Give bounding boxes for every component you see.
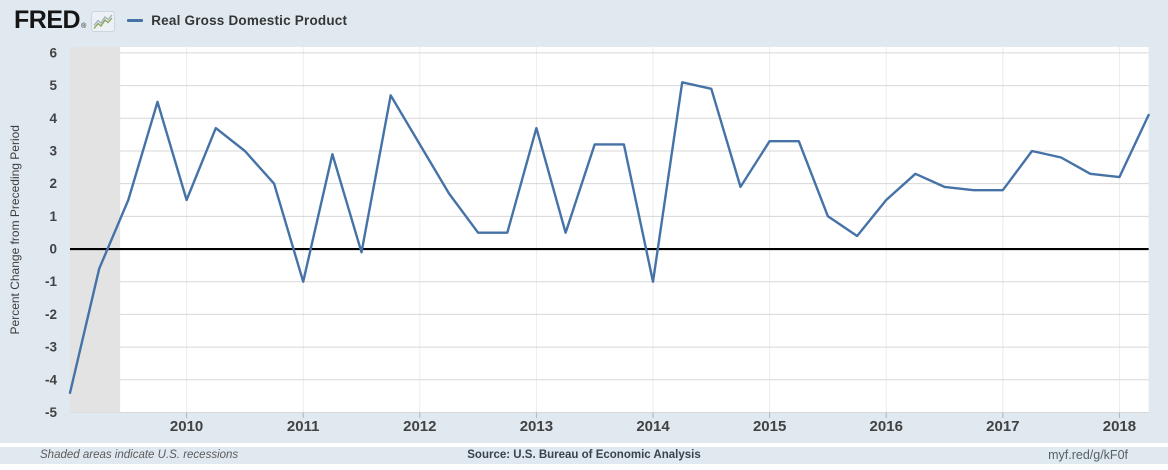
y-tick-label: -3	[45, 340, 57, 355]
y-tick-label: -2	[45, 307, 57, 322]
x-tick-label: 2011	[287, 418, 320, 435]
y-tick-label: -4	[45, 372, 57, 387]
x-tick-label: 2012	[403, 418, 436, 435]
y-tick-label: 1	[49, 209, 57, 224]
y-tick-label: -5	[45, 405, 57, 420]
x-tick-label: 2018	[1103, 418, 1136, 435]
plot-area[interactable]	[70, 47, 1149, 413]
x-tick-label: 2017	[986, 418, 1019, 435]
recession-band	[70, 47, 121, 413]
bottom-strip	[0, 464, 1168, 470]
y-tick-label: 3	[49, 143, 57, 158]
y-tick-label: -1	[45, 274, 57, 289]
fred-logo-text: FRED	[14, 6, 81, 34]
y-tick-label: 2	[49, 176, 57, 191]
fred-sparkline-icon	[91, 11, 116, 32]
x-tick-label: 2016	[870, 418, 903, 435]
source-attribution: Source: U.S. Bureau of Economic Analysis	[467, 449, 701, 461]
fred-logo[interactable]: FRED ®	[14, 6, 116, 34]
y-tick-label: 4	[49, 111, 57, 126]
x-tick-label: 2014	[636, 418, 670, 435]
gdp-line-chart[interactable]: 6 5 4 3 2 1 0 -1 -2 -3 -4 -5 2010 2011 2012 2013 2014 201…	[0, 0, 1168, 443]
y-tick-label: 6	[49, 45, 57, 60]
x-tick-label: 2010	[170, 418, 203, 435]
chart-footer: Shaded areas indicate U.S. recessions So…	[0, 447, 1168, 464]
y-tick-label: 5	[49, 78, 57, 93]
recession-note: Shaded areas indicate U.S. recessions	[40, 449, 239, 461]
y-tick-label: 0	[49, 242, 57, 257]
x-tick-label: 2015	[753, 418, 786, 435]
y-axis-title: Percent Change from Preceding Period	[8, 125, 22, 334]
gdp-data-line[interactable]	[68, 81, 1150, 395]
legend-item: Real Gross Domestic Product	[127, 13, 347, 28]
legend-line-swatch	[127, 18, 144, 22]
registered-trademark: ®	[81, 23, 87, 30]
x-tick-label: 2013	[520, 418, 553, 435]
footer-background	[0, 447, 1168, 464]
shortlink[interactable]: myf.red/g/kF0f	[1048, 448, 1128, 462]
chart-header: FRED ® Real Gross Domestic Product	[14, 6, 347, 34]
divider-strip	[0, 443, 1168, 447]
legend-series-label: Real Gross Domestic Product	[151, 12, 348, 28]
